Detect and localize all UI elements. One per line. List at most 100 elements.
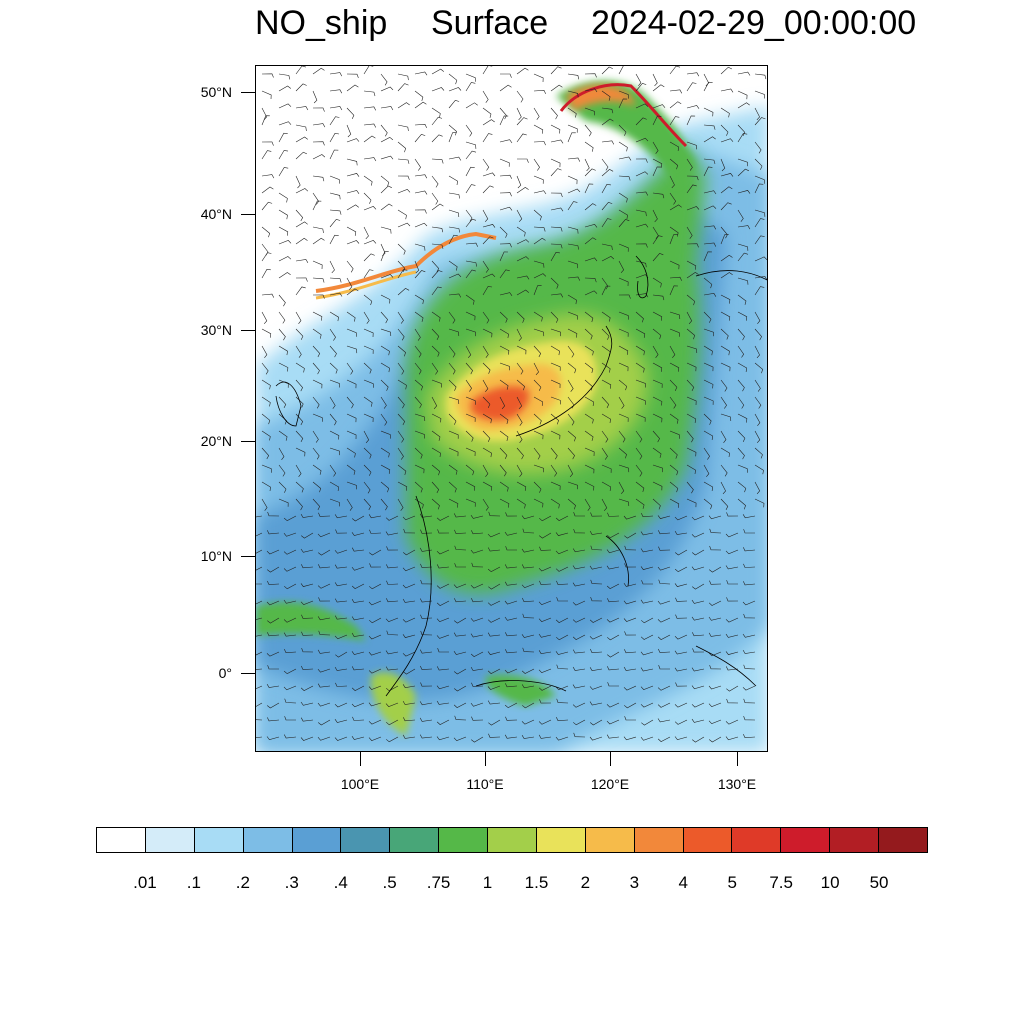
wind-barb xyxy=(351,685,365,691)
wind-barb xyxy=(550,345,560,356)
wind-barb xyxy=(658,664,671,670)
wind-barb xyxy=(278,121,292,126)
wind-barb xyxy=(692,632,705,637)
wind-barb xyxy=(431,396,438,410)
wind-barb xyxy=(397,158,410,164)
wind-barb xyxy=(618,396,625,409)
colorbar-box xyxy=(879,828,927,852)
wind-barb xyxy=(635,293,649,298)
wind-barb xyxy=(652,141,659,154)
wind-barb xyxy=(499,158,510,167)
wind-barb xyxy=(448,209,460,218)
wind-barb xyxy=(454,617,467,624)
colorbar-label: 5 xyxy=(727,873,737,892)
wind-barb xyxy=(261,430,271,441)
wind-barb xyxy=(471,716,484,721)
wind-barb xyxy=(550,168,562,177)
wind-barb xyxy=(369,563,382,568)
wind-barb xyxy=(533,107,540,120)
wind-barb xyxy=(686,72,700,77)
wind-barb xyxy=(278,240,292,245)
wind-barb xyxy=(618,464,630,473)
wind-barb xyxy=(584,257,598,262)
wind-barb xyxy=(572,617,586,623)
wind-barb xyxy=(278,73,291,80)
wind-barb xyxy=(256,634,263,637)
wind-barb xyxy=(556,634,569,641)
wind-barb xyxy=(295,106,309,111)
wind-barb xyxy=(380,226,392,234)
wind-barb xyxy=(301,532,314,539)
wind-barb xyxy=(623,515,637,520)
wind-barb xyxy=(686,115,696,126)
wind-barb xyxy=(295,277,308,282)
wind-barb xyxy=(256,668,263,670)
wind-barb xyxy=(709,528,722,534)
wind-barb xyxy=(397,175,410,180)
wind-barb xyxy=(386,598,399,603)
wind-barb xyxy=(606,549,620,554)
wind-barb xyxy=(754,107,760,121)
wind-barb xyxy=(601,158,609,171)
wind-barb xyxy=(488,733,501,738)
wind-barb xyxy=(618,192,628,203)
wind-barb xyxy=(499,107,507,120)
wind-barb xyxy=(329,292,343,297)
wind-barb xyxy=(470,666,484,671)
lon-tick xyxy=(485,752,486,766)
wind-barb xyxy=(550,207,564,212)
wind-barb xyxy=(261,252,272,262)
wind-barb xyxy=(312,362,320,375)
wind-barb xyxy=(590,719,603,726)
wind-barb xyxy=(334,634,348,640)
wind-barb xyxy=(521,583,535,589)
wind-barb xyxy=(499,174,512,179)
wind-barb xyxy=(465,184,476,194)
wind-barb xyxy=(567,175,578,185)
wind-barb xyxy=(505,632,518,637)
wind-barb xyxy=(334,719,348,723)
wind-barb xyxy=(590,648,603,654)
wind-barb xyxy=(256,566,263,571)
wind-barb xyxy=(397,379,407,390)
wind-barb xyxy=(584,88,598,93)
title-level: Surface xyxy=(431,4,549,42)
wind-barb xyxy=(448,379,457,391)
wind-barb xyxy=(329,464,337,477)
wind-barb xyxy=(674,736,688,741)
wind-barb xyxy=(482,66,493,75)
wind-barb xyxy=(539,515,552,522)
wind-barb xyxy=(295,286,306,296)
wind-barb xyxy=(414,209,427,214)
wind-barb xyxy=(737,362,748,372)
wind-barb xyxy=(363,481,371,494)
wind-barb xyxy=(431,260,440,273)
wind-barb xyxy=(624,631,637,636)
wind-barb xyxy=(397,269,408,279)
wind-barb xyxy=(652,345,659,358)
wind-barb xyxy=(555,651,569,655)
wind-barb xyxy=(686,498,697,508)
wind-barb xyxy=(346,430,357,440)
wind-barb xyxy=(295,188,309,194)
wind-barb xyxy=(334,702,348,708)
wind-barb xyxy=(522,597,535,603)
colorbar-label: .3 xyxy=(284,873,299,892)
wind-barb xyxy=(584,168,596,177)
wind-barb xyxy=(550,481,561,491)
wind-barb xyxy=(550,139,564,144)
wind-barb xyxy=(368,685,382,690)
wind-barb xyxy=(601,107,614,114)
wind-barb xyxy=(573,528,586,534)
wind-barb xyxy=(538,617,552,622)
wind-barb xyxy=(567,260,578,269)
wind-barb xyxy=(363,294,373,306)
wind-barb xyxy=(318,597,331,602)
wind-barb xyxy=(397,73,409,81)
wind-barb xyxy=(335,529,348,534)
wind-barb xyxy=(618,498,630,507)
wind-barb xyxy=(606,702,620,708)
wind-barb xyxy=(516,67,529,75)
wind-barb xyxy=(623,583,637,587)
wind-barb xyxy=(522,613,535,619)
